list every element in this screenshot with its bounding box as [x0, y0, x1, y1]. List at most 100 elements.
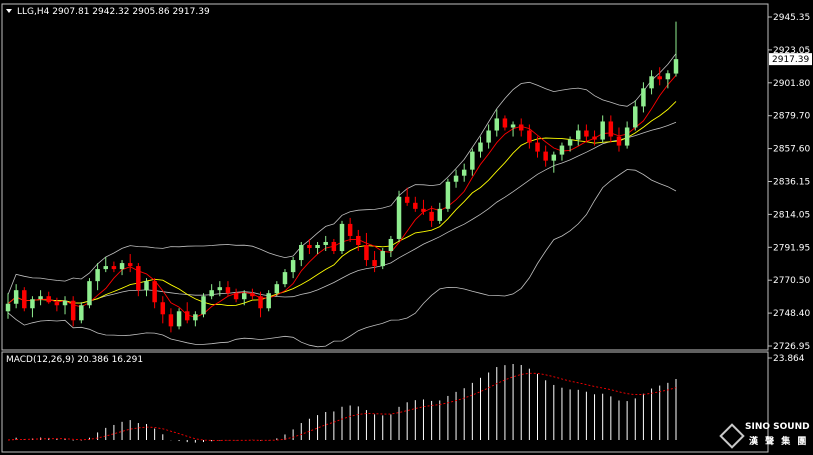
candle-body[interactable] [633, 106, 638, 128]
candle-body[interactable] [30, 299, 35, 309]
candle-body[interactable] [665, 73, 671, 80]
candle-body[interactable] [323, 241, 328, 245]
candle-body[interactable] [673, 59, 679, 74]
candle-body[interactable] [217, 287, 223, 291]
candle-body[interactable] [339, 223, 345, 252]
bollinger-middle-band [7, 121, 677, 305]
candle-body[interactable] [38, 296, 43, 300]
candle-body[interactable] [13, 290, 19, 304]
candle-body[interactable] [331, 241, 337, 252]
candle-body[interactable] [527, 130, 532, 143]
candle-body[interactable] [176, 311, 182, 327]
candle-body[interactable] [502, 118, 508, 128]
candle-body[interactable] [70, 300, 76, 321]
candle-body[interactable] [624, 127, 630, 146]
candle-body[interactable] [54, 302, 60, 306]
candle-body[interactable] [184, 311, 190, 321]
candle-body[interactable] [22, 290, 27, 309]
macd-panel-frame [1, 351, 769, 453]
sino-sound-logo: SINO SOUND 漢 聲 集 團 [719, 421, 810, 451]
main-panel-frame [1, 3, 769, 351]
candle-body[interactable] [592, 136, 597, 140]
candle-body[interactable] [657, 76, 662, 80]
dropdown-triangle-icon[interactable] [6, 9, 12, 13]
candle-body[interactable] [404, 196, 410, 203]
candle-body[interactable] [437, 208, 442, 221]
candle-body[interactable] [421, 208, 426, 212]
candle-body[interactable] [233, 293, 239, 300]
candle-body[interactable] [461, 169, 467, 176]
candle-body[interactable] [388, 238, 394, 252]
price-tick-label: 2726.95 [773, 342, 810, 352]
candle-body[interactable] [347, 223, 353, 236]
candle-body[interactable] [95, 269, 100, 282]
candle-body[interactable] [486, 130, 491, 143]
candle-body[interactable] [372, 260, 377, 267]
candle-body[interactable] [258, 296, 263, 309]
candle-body[interactable] [380, 251, 385, 267]
candle-body[interactable] [87, 281, 92, 306]
candle-body[interactable] [576, 130, 581, 140]
candle-body[interactable] [543, 151, 548, 161]
candle-body[interactable] [641, 88, 646, 107]
candle-body[interactable] [478, 142, 483, 152]
candle-body[interactable] [250, 293, 255, 297]
macd-axis-top-label: 23.864 [773, 354, 805, 364]
bollinger-lower-band [7, 169, 677, 348]
candle-body[interactable] [266, 293, 271, 309]
candle-body[interactable] [567, 139, 573, 146]
candle-body[interactable] [396, 196, 402, 239]
candle-body[interactable] [136, 266, 141, 291]
candle-body[interactable] [46, 296, 51, 303]
candle-body[interactable] [152, 281, 157, 303]
candle-body[interactable] [160, 302, 166, 315]
moving-average-slow [7, 101, 677, 307]
candle-body[interactable] [299, 244, 304, 261]
candle-body[interactable] [274, 284, 280, 294]
candle-body[interactable] [209, 290, 214, 297]
candle-body[interactable] [413, 202, 418, 209]
candle-body[interactable] [225, 287, 231, 294]
candle-body[interactable] [551, 154, 557, 161]
candle-body[interactable] [168, 314, 174, 327]
candle-body[interactable] [429, 211, 434, 221]
candle-body[interactable] [494, 118, 500, 131]
candle-body[interactable] [144, 281, 149, 291]
candle-body[interactable] [315, 244, 320, 249]
candle-body[interactable] [290, 260, 296, 273]
candle-body[interactable] [649, 76, 654, 89]
candle-body[interactable] [201, 296, 206, 315]
price-tick-label: 2770.50 [773, 276, 810, 286]
candle-body[interactable] [445, 181, 451, 209]
chart-header: LLG,H4 2907.81 2942.32 2905.86 2917.39 [17, 7, 210, 17]
candle-body[interactable] [103, 266, 108, 270]
candle-body[interactable] [584, 130, 589, 137]
candle-body[interactable] [470, 151, 475, 170]
candle-body[interactable] [193, 314, 198, 321]
candle-body[interactable] [608, 121, 614, 137]
candle-body[interactable] [5, 303, 11, 312]
candle-body[interactable] [600, 121, 605, 140]
candle-body[interactable] [518, 124, 524, 131]
candle-body[interactable] [307, 244, 312, 249]
candle-body[interactable] [616, 136, 622, 146]
candle-body[interactable] [535, 142, 540, 152]
price-tick-label: 2879.70 [773, 112, 810, 122]
candle-body[interactable] [510, 124, 516, 128]
candle-body[interactable] [62, 300, 68, 306]
candle-body[interactable] [356, 235, 361, 245]
candle-body[interactable] [242, 293, 247, 300]
price-tick-label: 2791.95 [773, 243, 810, 253]
candle-body[interactable] [127, 263, 133, 267]
candle-body[interactable] [559, 145, 565, 155]
candle-body[interactable] [453, 175, 459, 182]
candle-body[interactable] [111, 266, 117, 270]
candle-body[interactable] [119, 263, 125, 270]
candle-body[interactable] [79, 305, 84, 321]
candle-body[interactable] [364, 244, 369, 261]
candle-body[interactable] [282, 272, 288, 285]
logo-brand-sub: 漢 聲 集 團 [749, 437, 809, 447]
price-tick-label: 2836.15 [773, 178, 810, 188]
price-tick-label: 2748.40 [773, 309, 810, 319]
